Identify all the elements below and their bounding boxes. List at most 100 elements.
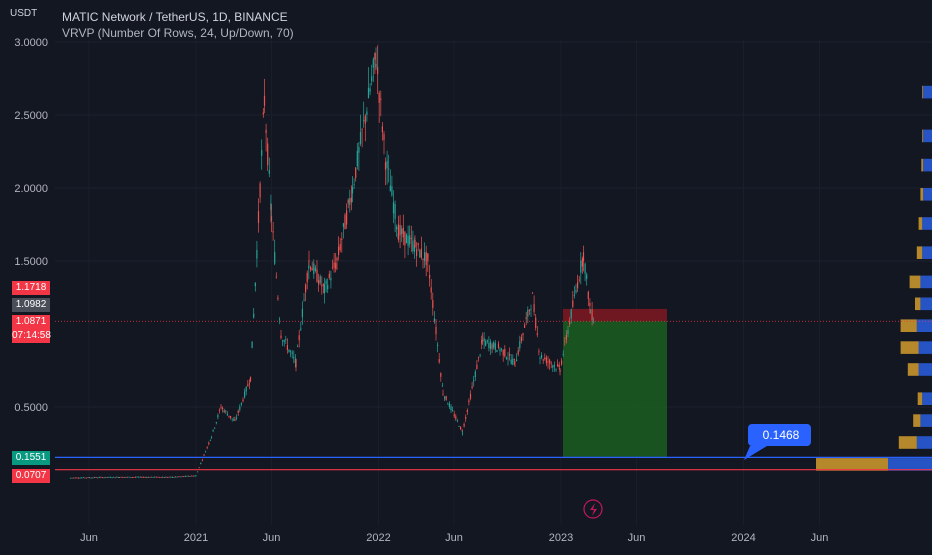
candle-body (525, 317, 527, 320)
candle-body (272, 231, 274, 233)
candle-body (570, 309, 572, 319)
candle-body (441, 385, 443, 387)
candle-body (582, 252, 585, 262)
indicator-legend[interactable]: VRVP (Number Of Rows, 24, Up/Down, 70) (62, 26, 294, 40)
candle-body (555, 369, 557, 370)
candle-body (394, 204, 396, 219)
candle-body (251, 341, 253, 349)
chart-title[interactable]: MATIC Network / TetherUS, 1D, BINANCE (62, 10, 288, 24)
candle-body (79, 477, 81, 479)
countdown-badge: 07:14:58 (12, 329, 51, 343)
candle-body (507, 358, 509, 360)
candle-body (288, 349, 290, 352)
candle-body (125, 476, 127, 478)
candle-body (283, 340, 285, 342)
price-open-badge: 1.0982 (12, 298, 50, 312)
candle-body (71, 477, 73, 479)
candle-body (181, 476, 183, 478)
candle-body (409, 235, 411, 245)
candle-body (87, 477, 89, 479)
candle-body (245, 387, 247, 392)
candle-body (128, 476, 130, 478)
time-tick-label: Jun (811, 532, 829, 544)
candle-body (461, 432, 464, 434)
candle-body (166, 477, 169, 478)
candle-body (237, 410, 239, 413)
candle-body (77, 477, 80, 479)
candle-body (214, 427, 216, 429)
candle-body (327, 284, 329, 290)
candle-body (187, 475, 190, 477)
candle-body (460, 426, 462, 430)
candle-body (589, 302, 591, 306)
candle-body (575, 290, 577, 293)
candle-body (577, 281, 579, 289)
candle-body (581, 258, 583, 267)
candle-body (544, 357, 546, 360)
candle-body (416, 249, 418, 257)
volume-bar-up (913, 414, 921, 427)
candle-body (391, 186, 393, 196)
candle-body (477, 356, 480, 358)
candle-body (425, 251, 427, 266)
candle-body (438, 359, 440, 363)
candle-body (321, 284, 323, 287)
candle-body (367, 87, 370, 99)
candle-body (580, 260, 582, 273)
candle-body (392, 202, 395, 214)
candle-body (189, 476, 191, 477)
candle-body (176, 476, 178, 478)
candle-body (527, 309, 529, 317)
candle-body (278, 319, 281, 321)
candle-body (311, 268, 313, 271)
candle-body (126, 476, 129, 478)
candle-body (149, 477, 151, 478)
time-tick-label: Jun (445, 532, 463, 544)
lightning-icon[interactable] (583, 499, 603, 519)
candle-body (109, 477, 112, 478)
time-tick-label: Jun (628, 532, 646, 544)
volume-bar-down (922, 246, 932, 259)
candle-body (316, 269, 318, 283)
candle-body (122, 476, 124, 478)
candle-body (265, 129, 267, 134)
candle-body (420, 248, 422, 258)
volume-bar-down (922, 217, 932, 230)
candle-body (562, 354, 564, 356)
candle-body (267, 143, 269, 166)
candle-body (338, 246, 340, 255)
candle-body (314, 267, 316, 271)
candle-body (134, 476, 137, 478)
candle-body (223, 410, 225, 413)
candle-body (524, 324, 526, 328)
price-callout[interactable]: 0.1468 (744, 424, 811, 460)
time-tick-label: 2022 (366, 532, 390, 544)
candle-body (591, 309, 593, 321)
candle-body (212, 429, 214, 432)
candle-body (384, 162, 387, 170)
candle-body (589, 312, 592, 314)
volume-bar-up (900, 341, 919, 354)
candle-body (402, 227, 404, 238)
candle-body (383, 133, 385, 141)
candle-body (280, 335, 282, 339)
candle-body (286, 345, 288, 350)
candle-body (561, 360, 563, 365)
candle-body (530, 308, 532, 310)
candle-body (222, 408, 224, 410)
candle-body (298, 335, 300, 341)
candle-body (550, 363, 552, 365)
candle-body (171, 476, 174, 478)
candle-body (481, 340, 483, 344)
candle-body (313, 263, 315, 275)
price-high-badge: 1.1718 (12, 281, 50, 295)
candle-body (111, 477, 113, 479)
candle-body (168, 476, 170, 478)
candle-body (437, 344, 439, 347)
candle-body (510, 359, 512, 364)
candle-body (270, 203, 272, 211)
price-tick-label: 0.5000 (14, 402, 48, 414)
candle-body (325, 280, 327, 285)
